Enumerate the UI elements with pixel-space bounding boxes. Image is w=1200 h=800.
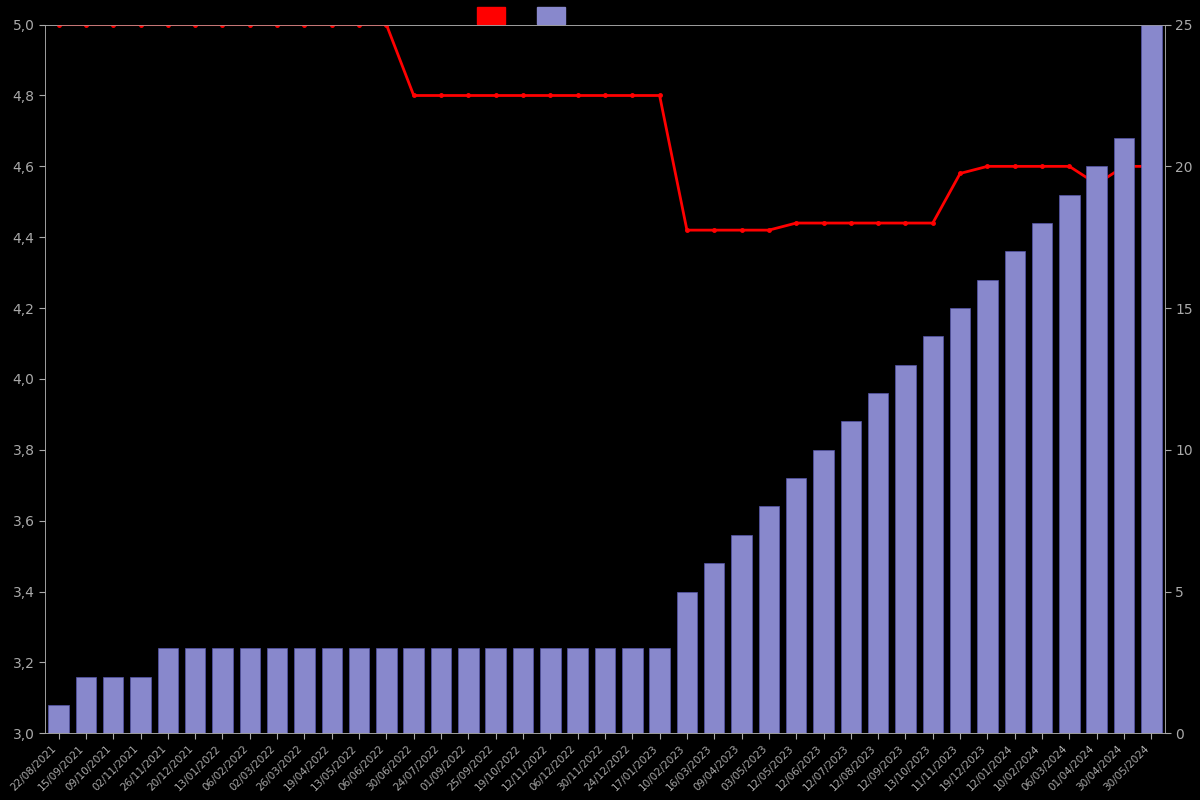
Bar [322, 648, 342, 734]
Bar [431, 648, 451, 734]
Bar [731, 535, 752, 734]
Legend: , : , [473, 3, 580, 29]
Bar [595, 648, 616, 734]
Bar [540, 648, 560, 734]
Bar [1114, 138, 1134, 734]
Bar [1060, 194, 1080, 734]
Bar [704, 563, 725, 734]
Bar [758, 506, 779, 734]
Bar [1032, 223, 1052, 734]
Bar [486, 648, 506, 734]
Bar [512, 648, 533, 734]
Bar [923, 337, 943, 734]
Bar [103, 677, 124, 734]
Bar [677, 591, 697, 734]
Bar [240, 648, 260, 734]
Bar [458, 648, 479, 734]
Bar [266, 648, 287, 734]
Bar [568, 648, 588, 734]
Bar [1086, 166, 1106, 734]
Bar [212, 648, 233, 734]
Bar [294, 648, 314, 734]
Bar [840, 422, 862, 734]
Bar [977, 280, 997, 734]
Bar [895, 365, 916, 734]
Bar [349, 648, 370, 734]
Bar [814, 450, 834, 734]
Bar [76, 677, 96, 734]
Bar [786, 478, 806, 734]
Bar [868, 393, 888, 734]
Bar [622, 648, 642, 734]
Bar [157, 648, 178, 734]
Bar [1141, 25, 1162, 734]
Bar [1004, 251, 1025, 734]
Bar [376, 648, 397, 734]
Bar [48, 705, 68, 734]
Bar [185, 648, 205, 734]
Bar [950, 308, 971, 734]
Bar [649, 648, 670, 734]
Bar [131, 677, 151, 734]
Bar [403, 648, 424, 734]
